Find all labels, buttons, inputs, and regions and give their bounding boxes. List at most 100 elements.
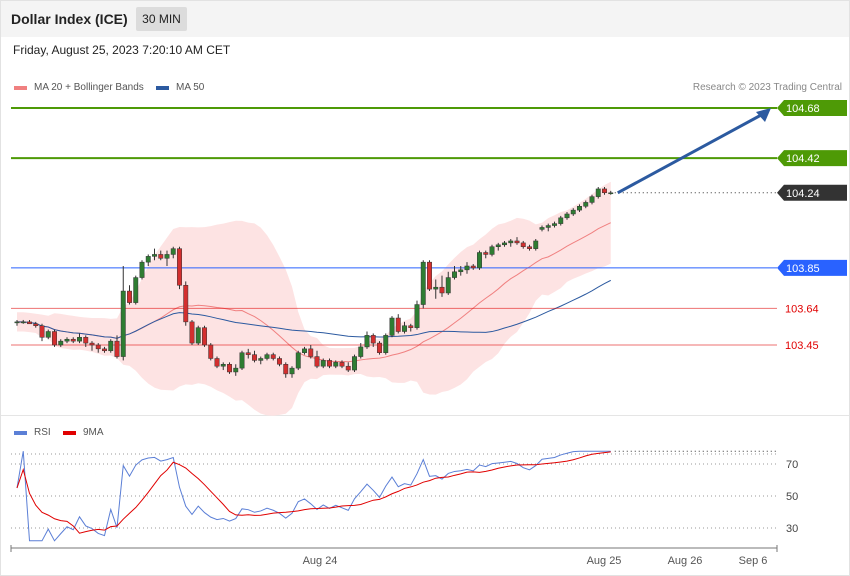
candle-body [595,188,601,197]
candle-body [70,338,76,342]
legend-ma50: MA 50 [156,82,204,93]
candle-body [539,227,545,230]
candle-body [120,290,126,357]
candle-body [202,327,207,346]
candle-body [289,367,295,375]
candle-body [45,331,51,338]
x-tick-label: Sep 6 [739,555,768,567]
candle-body [189,321,195,344]
candle-body [470,265,476,269]
forecast-arrow [617,112,764,195]
candle-body [252,354,257,361]
rsi-tick-30: 30 [786,523,798,535]
candle-body [314,356,320,367]
level-label-104.42: 104.42 [786,153,820,165]
candle-body [227,364,232,373]
x-tick-label: Aug 26 [668,555,703,567]
x-tick-label: Aug 24 [303,555,338,567]
candle-body [102,348,107,352]
candle-body [239,352,245,369]
level-tag-103.85 [777,259,847,276]
candle-body [302,348,307,353]
level-label-103.85: 103.85 [786,263,820,275]
bollinger-swatch-icon [14,85,27,90]
candle-body [433,286,439,290]
candle-body [389,317,395,336]
legend-ma50-label: MA 50 [176,82,205,93]
candle-body [352,356,357,371]
candle-body [408,325,414,328]
candle-body [27,321,32,325]
candle-body [402,325,407,332]
candle-body [320,360,326,367]
candle-body [420,261,426,305]
candle-body [327,360,332,367]
x-tick-label: Aug 25 [587,555,622,567]
candle-body [377,342,382,353]
rsi-ma-swatch-icon [63,430,76,435]
candle-body [152,254,157,257]
forecast-arrowhead-icon [756,108,771,122]
candle-body [608,192,614,195]
candle-body [545,225,551,228]
candle-body [464,265,470,271]
level-label-103.45: 103.45 [785,340,819,352]
candle-body [295,352,301,369]
candle-body [245,352,251,355]
candle-body [583,202,589,207]
candle-body [14,321,20,324]
candle-body [277,358,282,365]
candle-body [89,342,95,346]
candle-body [270,354,276,359]
rsi-line [16,450,611,542]
candle-body [145,256,151,263]
level-tag-104.68 [777,100,847,116]
candle-body [495,244,501,247]
credit-text: Research © 2023 Trading Central [692,82,842,93]
candle-body [564,213,570,219]
candle-body [283,364,289,375]
legend-rsi-ma: 9MA [63,427,104,438]
candle-body [445,277,451,294]
candle-body [83,337,89,344]
candle-body [170,248,176,255]
candle-body [358,346,364,357]
candle-body [77,337,82,342]
candle-body [570,209,576,215]
candle-body [127,290,132,303]
candle-body [177,248,182,286]
candle-body [233,367,239,373]
ma50-line [17,279,611,339]
candle-body [577,206,582,211]
candle-body [139,261,145,278]
legend-bollinger: MA 20 + Bollinger Bands [14,82,144,93]
candle-body [158,254,164,259]
rsi-swatch-icon [14,430,27,435]
candle-body [164,254,170,259]
timeframe-badge[interactable]: 30 MIN [136,7,187,31]
level-tag-104.42 [777,150,847,167]
legend-rsi: RSI [14,427,51,438]
candle-body [508,240,514,244]
candle-body [364,335,370,348]
level-tag-104.24 [777,184,847,201]
candle-body [39,325,45,338]
candle-body [395,317,401,332]
candle-body [264,354,270,359]
bollinger-band [17,181,611,416]
candle-body [383,335,389,353]
page-title: Dollar Index (ICE) [11,11,128,27]
candle-body [458,269,464,273]
candle-body [483,252,489,255]
candle-body [589,196,595,203]
candle-body [220,364,226,367]
candle-body [477,252,482,269]
candle-body [52,331,57,346]
candle-body [133,277,139,303]
candle-body [514,240,520,244]
candle-body [183,285,189,323]
rsi-tick-70: 70 [786,459,798,471]
candle-body [345,365,351,371]
candle-body [20,321,26,324]
